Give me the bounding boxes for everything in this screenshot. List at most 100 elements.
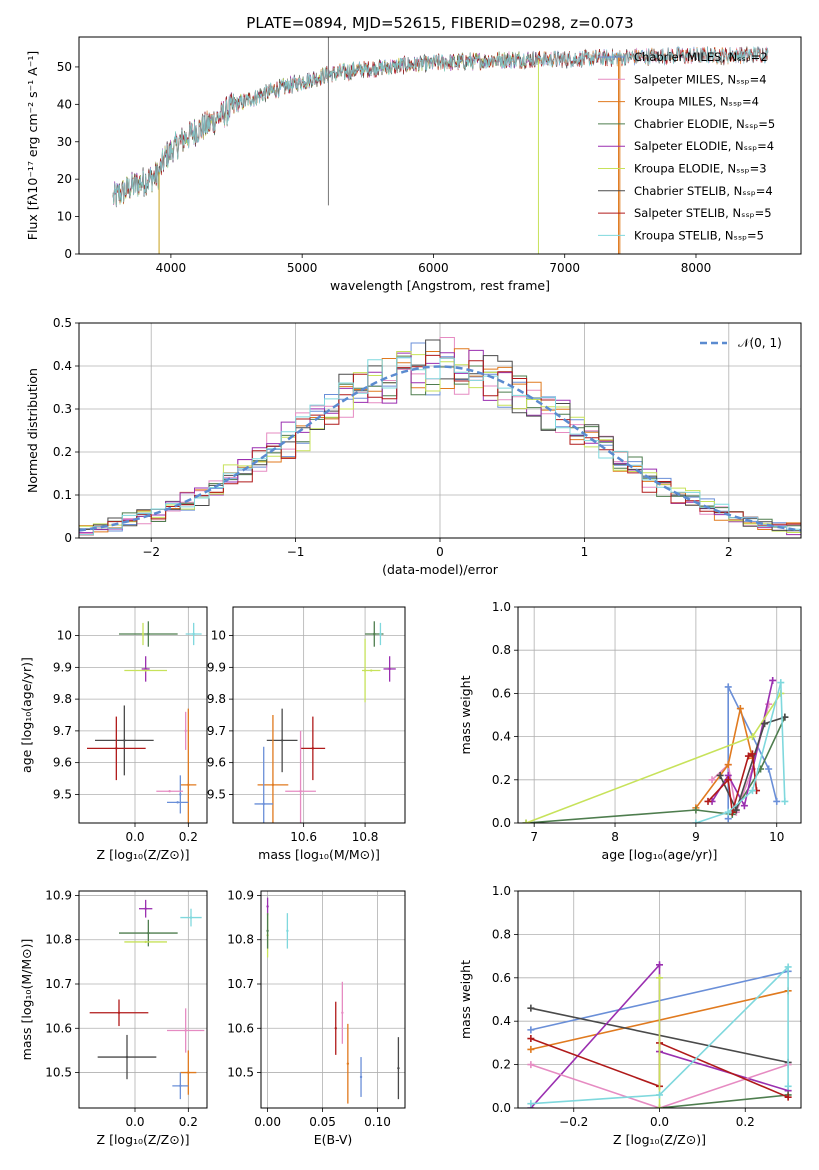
spectrum-ytick-label: 30 xyxy=(57,135,72,149)
legend-entry-1: Salpeter MILES, Nₛₛₚ=4 xyxy=(634,72,767,86)
mass-vs-ebv-xlabel: E(B-V) xyxy=(314,1132,353,1147)
weight-vs-age-marker-0-1 xyxy=(724,683,732,691)
legend-entry-6: Chabrier STELIB, Nₛₛₚ=4 xyxy=(634,184,773,198)
weight-vs-age-ytick-label: 0.4 xyxy=(492,730,511,744)
weight-vs-age-marker-4-2 xyxy=(740,802,748,810)
weight-vs-age-marker-2-1 xyxy=(724,761,732,769)
residuals-xtick-label: −1 xyxy=(287,545,305,559)
mass-vs-ebv-point-0 xyxy=(266,905,269,908)
mass-vs-Z-plot-area xyxy=(79,891,207,1108)
age-vs-Z-point-9 xyxy=(179,793,182,796)
weight-vs-Z-marker-7-0 xyxy=(656,1104,663,1108)
weight-vs-Z-frame xyxy=(517,890,802,1109)
mass-vs-ebv-frame xyxy=(260,890,406,1109)
age-vs-mass-ytick-label: 9.9 xyxy=(207,660,226,674)
mass-vs-ebv-ytick-label: 10.8 xyxy=(227,933,254,947)
mass-vs-ebv-point-2 xyxy=(266,929,269,933)
weight-vs-age-marker-5-0 xyxy=(522,819,530,823)
spectrum-ytick-label: 20 xyxy=(57,172,72,186)
mass-vs-Z-point-0 xyxy=(144,907,147,910)
mass-vs-Z-xtick-label: 0.0 xyxy=(125,1115,144,1129)
age-vs-Z-point-0 xyxy=(147,632,150,636)
spectrum-ytick-label: 40 xyxy=(57,97,72,111)
weight-vs-age-ytick-label: 0.8 xyxy=(492,643,511,657)
weight-vs-age-xtick-label: 7 xyxy=(530,830,538,844)
weight-vs-Z-ytick-label: 0.2 xyxy=(492,1058,511,1072)
legend-entry-5: Kroupa ELODIE, Nₛₛₚ=3 xyxy=(634,162,767,176)
age-vs-Z-ytick-label: 9.9 xyxy=(53,660,72,674)
residuals-xlabel: (data-model)/error xyxy=(382,562,499,577)
weight-vs-Z-marker-8-1 xyxy=(656,1091,663,1099)
mass-vs-Z-ytick-label: 10.6 xyxy=(45,1021,72,1035)
age-vs-mass-point-3 xyxy=(370,669,373,672)
weight-vs-age-series-0 xyxy=(727,686,778,819)
weight-vs-Z-marker-0-0 xyxy=(527,1026,535,1034)
mass-vs-Z-point-5 xyxy=(184,1029,187,1032)
legend-entry-8: Kroupa STELIB, Nₛₛₚ=5 xyxy=(634,228,764,242)
legend-entry-2: Kroupa MILES, Nₛₛₚ=4 xyxy=(634,95,759,109)
weight-vs-age-marker-7-1 xyxy=(724,776,732,784)
mass-vs-Z-point-7 xyxy=(187,1071,190,1074)
residuals-xtick-label: 2 xyxy=(725,545,733,559)
residuals-xtick-label: −2 xyxy=(142,545,160,559)
weight-vs-Z-ytick-label: 0.6 xyxy=(492,971,511,985)
weight-vs-age-ylabel: mass weight xyxy=(458,675,473,754)
mass-vs-Z-point-6 xyxy=(125,1055,129,1059)
spectrum-xlabel: wavelength [Angstrom, rest frame] xyxy=(330,278,550,293)
age-vs-Z-xtick-label: 0.2 xyxy=(179,830,198,844)
mass-vs-ebv-ytick-label: 10.6 xyxy=(227,1021,254,1035)
age-vs-Z-ytick-label: 10 xyxy=(57,629,72,643)
weight-vs-Z-ytick-label: 0.8 xyxy=(492,927,511,941)
age-vs-mass-point-4 xyxy=(388,667,391,671)
legend-entry-4: Salpeter ELODIE, Nₛₛₚ=4 xyxy=(634,139,774,153)
age-vs-mass-frame xyxy=(232,606,406,824)
weight-vs-Z-xtick-label: −0.2 xyxy=(559,1115,588,1129)
weight-vs-age-series-2 xyxy=(695,708,754,809)
age-vs-Z-ytick-label: 9.6 xyxy=(53,756,72,770)
mass-vs-Z-ytick-label: 10.8 xyxy=(45,933,72,947)
residuals-xtick-label: 0 xyxy=(436,545,444,559)
weight-vs-age-marker-0-0 xyxy=(724,815,732,823)
weight-vs-age-xtick-label: 8 xyxy=(611,830,619,844)
mass-vs-ebv-xtick-label: 0.10 xyxy=(364,1115,391,1129)
normal-legend-label: 𝒩(0, 1) xyxy=(738,336,782,350)
age-vs-Z-ytick-label: 9.8 xyxy=(53,692,72,706)
age-vs-Z-point-1 xyxy=(141,632,145,636)
weight-vs-age-series-6 xyxy=(719,716,786,813)
weight-vs-age-marker-8-0 xyxy=(692,819,700,823)
weight-vs-age-frame xyxy=(517,606,802,824)
weight-vs-age-ytick-label: 0.2 xyxy=(492,773,511,787)
weight-vs-Z-marker-6-3 xyxy=(784,1093,792,1101)
weight-vs-Z-plot-area xyxy=(518,891,801,1108)
weight-vs-age-marker-8-1 xyxy=(724,808,732,816)
age-vs-Z-point-6 xyxy=(115,747,118,750)
weight-vs-Z-ytick-label: 0.4 xyxy=(492,1014,511,1028)
spectrum-legend: Chabrier MILES, Nₛₛₚ=2 Salpeter MILES, Nₛ… xyxy=(598,50,775,242)
mass-vs-Z-ytick-label: 10.5 xyxy=(45,1066,72,1080)
spectrum-ytick-label: 0 xyxy=(64,247,72,261)
weight-vs-age-xtick-label: 10 xyxy=(769,830,784,844)
residuals-ytick-label: 0.5 xyxy=(53,316,72,330)
age-vs-Z-panel: 0.0 0.2 9.5 9.6 9.7 9.8 9.9 10 Z [log₁₀(Z/Z⊙)] ag… xyxy=(19,606,208,862)
mass-vs-ebv-ytick-label: 10.5 xyxy=(227,1066,254,1080)
weight-vs-age-marker-3-1 xyxy=(692,806,700,814)
weight-vs-age-marker-0-3 xyxy=(773,797,781,805)
age-vs-Z-point-7 xyxy=(184,729,187,733)
weight-vs-age-marker-8-4 xyxy=(781,797,789,805)
weight-vs-Z-marker-7-1 xyxy=(656,974,663,982)
age-vs-Z-ytick-label: 9.5 xyxy=(53,787,72,801)
legend-entry-0: Chabrier MILES, Nₛₛₚ=2 xyxy=(634,50,768,64)
age-vs-mass-point-1 xyxy=(379,632,382,636)
mass-vs-Z-ylabel: mass [log₁₀(M/M⊙)] xyxy=(19,939,34,1061)
age-vs-mass-ytick-label: 9.6 xyxy=(207,756,226,770)
spectrum-xtick-label: 8000 xyxy=(681,261,712,275)
age-vs-mass-xlabel: mass [log₁₀(M/M⊙)] xyxy=(258,847,380,862)
mass-vs-Z-ytick-label: 10.9 xyxy=(45,888,72,902)
weight-vs-age-ytick-label: 1.0 xyxy=(492,600,511,614)
mass-vs-ebv-point-7 xyxy=(359,1075,363,1079)
weight-vs-age-series-7 xyxy=(707,752,758,813)
mass-vs-Z-panel: 0.0 0.2 10.5 10.6 10.7 10.8 10.9 Z [log₁₀(Z/Z⊙)… xyxy=(19,888,208,1147)
weight-vs-Z-series-5 xyxy=(659,1094,789,1108)
age-vs-mass-panel: 10.6 10.8 9.5 9.6 9.7 9.8 9.9 10 mass [log₁₀(M/M… xyxy=(207,606,406,862)
weight-vs-age-marker-2-2 xyxy=(736,705,744,713)
